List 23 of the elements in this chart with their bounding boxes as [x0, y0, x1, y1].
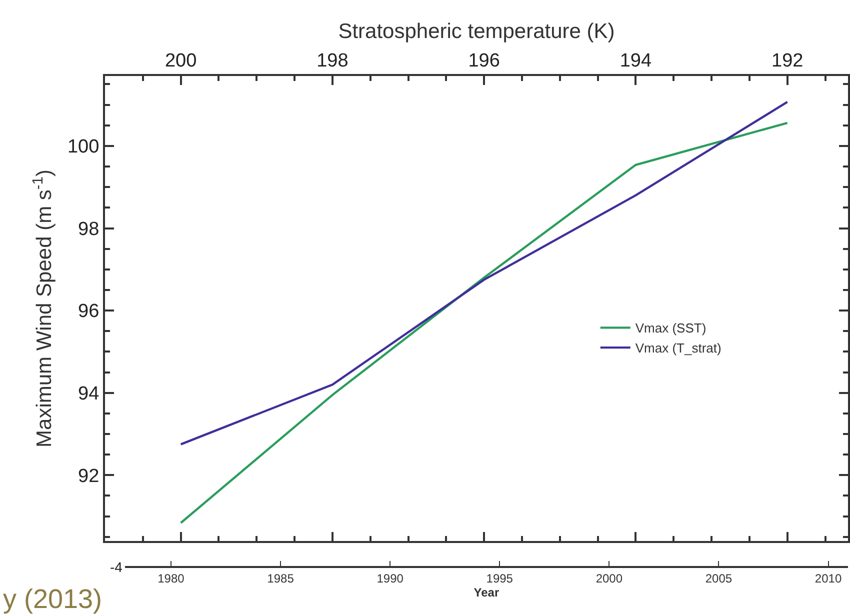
y-tick-label: 92	[78, 466, 100, 487]
y-tick-label: 100	[67, 136, 100, 158]
x-tick-label: 2010	[814, 571, 842, 586]
y-tick-label: 98	[78, 218, 100, 240]
x2-tick-label: 196	[468, 50, 500, 72]
x2-tick-label: 198	[316, 50, 348, 72]
y-tick-label: 94	[78, 384, 100, 405]
text: y (2013)	[3, 584, 102, 614]
legend-label: Vmax (SST)	[635, 320, 706, 336]
text: -4	[110, 559, 123, 575]
x-tick-label: 1990	[376, 571, 404, 586]
x2-axis-title: Stratospheric temperature (K)	[338, 20, 615, 44]
x-tick-label: 1985	[267, 571, 294, 586]
x-tick-label: 1980	[158, 571, 185, 586]
x-tick-label: 2000	[596, 571, 623, 586]
x2-tick-label: 192	[772, 50, 804, 72]
x-tick-label: 1995	[486, 571, 514, 586]
x-axis-title: Year	[474, 585, 500, 600]
x2-tick-label: 200	[164, 50, 197, 72]
legend-label: Vmax (T_strat)	[635, 340, 722, 356]
x-tick-label: 2005	[705, 571, 732, 586]
y-tick-label: 96	[78, 301, 100, 322]
x2-tick-label: 194	[620, 50, 652, 72]
